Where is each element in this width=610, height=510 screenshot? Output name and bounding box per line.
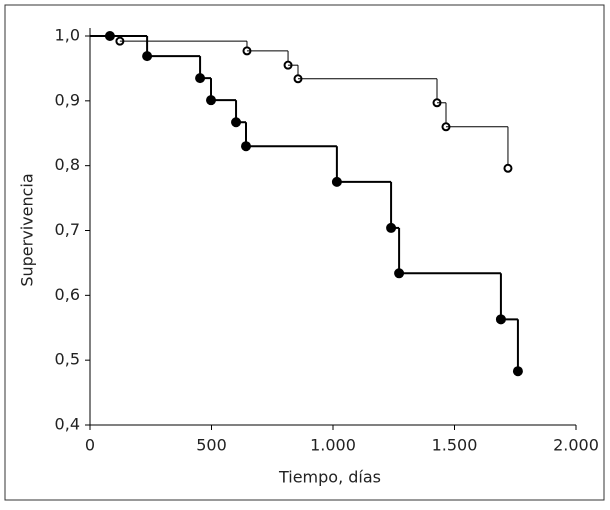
y-tick-label: 0,8 bbox=[55, 155, 80, 174]
y-tick-label: 0,9 bbox=[55, 90, 80, 109]
x-tick-label: 1.000 bbox=[310, 436, 356, 455]
y-tick-label: 0,6 bbox=[55, 285, 80, 304]
censor-marker bbox=[512, 366, 523, 377]
censor-marker bbox=[503, 163, 513, 173]
frame bbox=[4, 4, 605, 501]
x-axis-label: Tiempo, días bbox=[278, 468, 381, 487]
y-axis-label: Supervivencia bbox=[18, 173, 37, 286]
y-tick-label: 1,0 bbox=[55, 26, 80, 45]
y-tick-label: 0,4 bbox=[55, 415, 80, 434]
x-tick-label: 1.500 bbox=[432, 436, 478, 455]
x-tick-label: 2.000 bbox=[553, 436, 599, 455]
x-tick-label: 0 bbox=[85, 436, 95, 455]
y-tick-label: 0,7 bbox=[55, 220, 80, 239]
x-tick-label: 500 bbox=[196, 436, 227, 455]
y-tick-label: 0,5 bbox=[55, 350, 80, 369]
